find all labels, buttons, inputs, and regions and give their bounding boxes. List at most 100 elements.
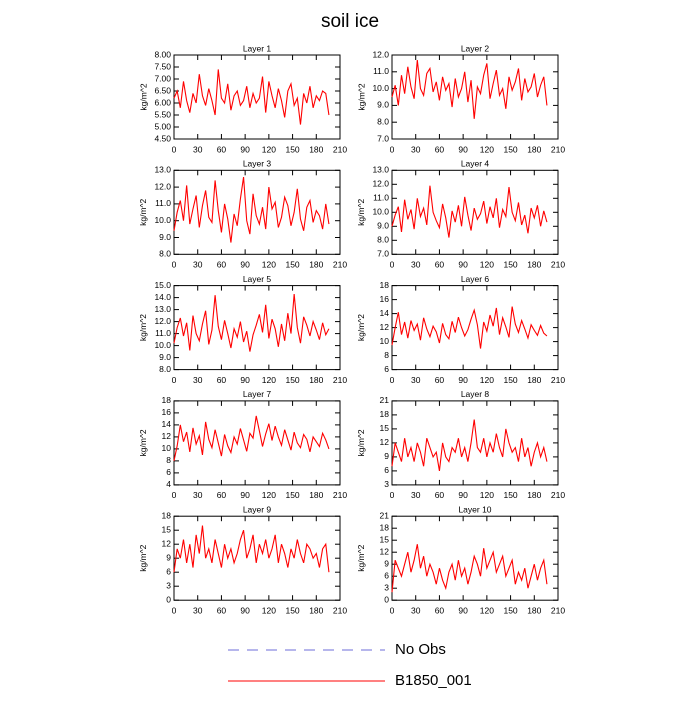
data-line <box>391 59 548 119</box>
panel-title: Layer 4 <box>461 159 490 169</box>
x-tick-label: 180 <box>309 375 323 385</box>
plot-frame <box>173 400 341 486</box>
x-tick-label: 210 <box>551 490 565 500</box>
y-tick-label: 10 <box>380 336 390 346</box>
y-tick-label: 11.0 <box>155 328 171 338</box>
x-tick-label: 120 <box>480 490 494 500</box>
y-tick-label: 16 <box>380 294 390 304</box>
y-tick-label: 8 <box>384 350 389 360</box>
y-tick-label: 9.0 <box>159 352 171 362</box>
x-tick-label: 120 <box>480 605 494 615</box>
y-tick-label: 3 <box>384 582 389 592</box>
plot-frame <box>391 515 559 601</box>
x-tick-label: 210 <box>333 144 347 154</box>
x-tick-label: 180 <box>309 490 323 500</box>
figure-title: soil ice <box>321 11 379 32</box>
y-tick-label: 9.0 <box>377 100 389 110</box>
x-tick-label: 210 <box>333 260 347 270</box>
y-tick-label: 21 <box>380 395 390 405</box>
x-tick-label: 90 <box>458 260 468 270</box>
x-tick-label: 210 <box>551 375 565 385</box>
x-tick-label: 60 <box>435 144 445 154</box>
y-tick-label: 10 <box>162 443 172 453</box>
y-tick-label: 6.00 <box>154 97 171 107</box>
panel-title: Layer 9 <box>243 504 272 514</box>
panel: Layer 2 kg/m^2 7.0 8.0 9.0 10.0 11.0 12.0 0 30 60 9… <box>356 43 565 154</box>
panel-title: Layer 1 <box>243 43 272 53</box>
y-axis-label: kg/m^2 <box>138 314 148 341</box>
y-tick-label: 9 <box>384 451 389 461</box>
y-tick-label: 7.0 <box>377 133 389 143</box>
y-tick-label: 10.0 <box>372 207 389 217</box>
y-tick-label: 4.50 <box>154 133 171 143</box>
data-line <box>173 176 330 243</box>
y-tick-label: 9.0 <box>377 221 389 231</box>
y-tick-label: 8.00 <box>154 49 171 59</box>
y-tick-label: 7.00 <box>154 73 171 83</box>
y-tick-label: 12 <box>380 546 390 556</box>
y-tick-label: 18 <box>380 280 390 290</box>
y-tick-label: 7.0 <box>377 249 389 259</box>
y-tick-label: 21 <box>380 510 390 520</box>
x-tick-label: 60 <box>435 375 445 385</box>
y-tick-label: 11.0 <box>155 198 171 208</box>
x-tick-label: 90 <box>240 144 250 154</box>
data-line <box>173 69 330 125</box>
x-tick-label: 90 <box>240 605 250 615</box>
y-tick-label: 6 <box>384 570 389 580</box>
x-tick-label: 150 <box>285 490 299 500</box>
y-tick-label: 10.0 <box>154 340 171 350</box>
y-tick-label: 9 <box>384 558 389 568</box>
y-tick-label: 12 <box>380 322 390 332</box>
x-tick-label: 180 <box>527 260 541 270</box>
data-line <box>391 544 548 593</box>
x-tick-label: 90 <box>458 375 468 385</box>
x-tick-label: 210 <box>551 260 565 270</box>
x-tick-label: 0 <box>390 375 395 385</box>
y-axis-label: kg/m^2 <box>356 314 366 341</box>
x-tick-label: 30 <box>411 260 421 270</box>
y-tick-label: 0 <box>166 594 171 604</box>
x-tick-label: 0 <box>390 490 395 500</box>
y-tick-label: 12.0 <box>372 179 389 189</box>
x-tick-label: 120 <box>262 144 276 154</box>
x-tick-label: 210 <box>333 490 347 500</box>
x-tick-label: 90 <box>240 490 250 500</box>
x-tick-label: 180 <box>527 375 541 385</box>
y-axis-label: kg/m^2 <box>356 544 366 571</box>
x-tick-label: 0 <box>390 605 395 615</box>
x-tick-label: 180 <box>309 260 323 270</box>
x-tick-label: 30 <box>193 144 203 154</box>
y-tick-label: 8.0 <box>159 364 171 374</box>
x-tick-label: 150 <box>285 144 299 154</box>
x-tick-label: 60 <box>217 260 227 270</box>
y-tick-label: 5.50 <box>154 109 171 119</box>
x-tick-label: 0 <box>172 490 177 500</box>
plot-frame <box>173 54 341 140</box>
y-tick-label: 14 <box>380 308 390 318</box>
y-tick-label: 9.0 <box>159 232 171 242</box>
x-tick-label: 120 <box>262 490 276 500</box>
panel-title: Layer 2 <box>461 43 490 53</box>
x-tick-label: 90 <box>458 490 468 500</box>
y-tick-label: 13.0 <box>154 304 171 314</box>
y-tick-label: 12.0 <box>154 181 171 191</box>
y-tick-label: 4 <box>166 479 171 489</box>
x-tick-label: 30 <box>193 605 203 615</box>
x-tick-label: 210 <box>333 375 347 385</box>
data-line <box>391 419 548 471</box>
y-tick-label: 15 <box>380 534 390 544</box>
x-tick-label: 180 <box>527 144 541 154</box>
y-tick-label: 11.0 <box>373 193 389 203</box>
x-tick-label: 30 <box>411 375 421 385</box>
y-tick-label: 15 <box>380 423 390 433</box>
x-tick-label: 180 <box>309 144 323 154</box>
y-tick-label: 13.0 <box>372 165 389 175</box>
x-tick-label: 60 <box>217 144 227 154</box>
x-tick-label: 30 <box>411 605 421 615</box>
y-tick-label: 8 <box>166 455 171 465</box>
x-tick-label: 60 <box>435 260 445 270</box>
